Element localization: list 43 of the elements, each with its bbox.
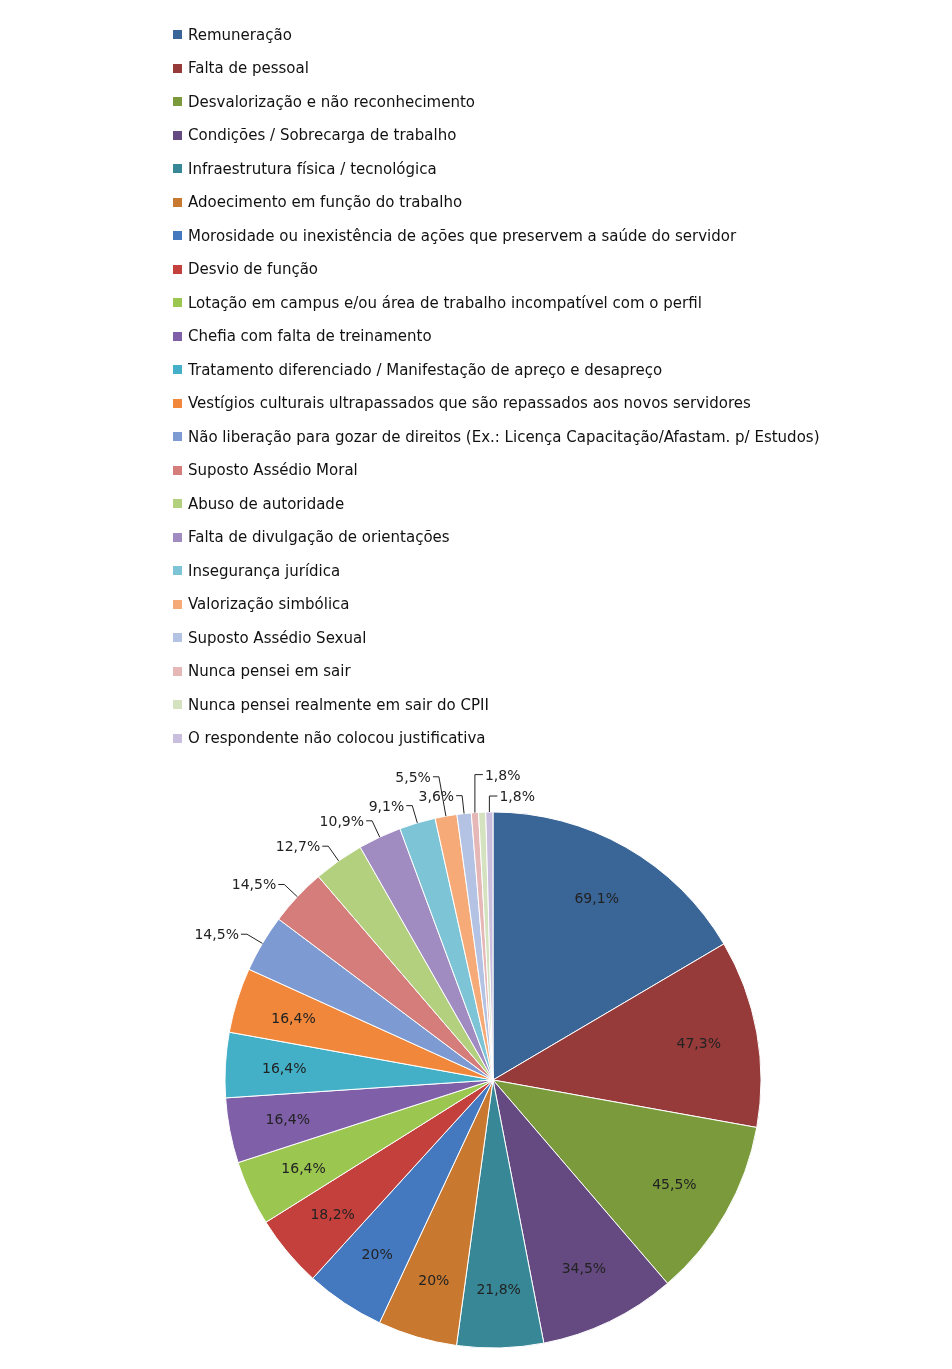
data-label: 16,4% [262,1060,307,1077]
data-label: 47,3% [676,1035,722,1052]
legend-label: Desvalorização e não reconhecimento [188,92,475,111]
legend-label: Não liberação para gozar de direitos (Ex.: Licença Capacitação/Afastam. p/ Estudos) [188,427,820,446]
legend-label: Infraestrutura física / tecnológica [188,159,437,178]
legend-label: Falta de divulgação de orientações [188,528,450,547]
legend-label: Suposto Assédio Sexual [188,628,367,647]
data-label: 21,8% [476,1280,521,1297]
legend-label: Adoecimento em função do trabalho [188,193,463,212]
legend-label: Vestígios culturais ultrapassados que são repassados aos novos servidores [188,394,751,413]
data-label: 16,4% [281,1160,326,1177]
legend-label: Insegurança jurídica [188,561,341,580]
legend-label: Nunca pensei em sair [188,662,351,681]
legend-label: Morosidade ou inexistência de ações que preservem a saúde do servidor [188,226,737,245]
data-label: 18,2% [310,1206,355,1223]
legend-label: Desvio de função [188,260,319,279]
data-label: 1,8% [484,766,521,783]
legend-label: O respondente não colocou justificativa [188,729,486,748]
legend-label: Chefia com falta de treinamento [188,327,432,346]
legend-label: Suposto Assédio Moral [188,461,358,480]
legend-label: Valorização simbólica [188,595,350,614]
legend-label: Remuneração [188,25,292,44]
legend-label: Abuso de autoridade [188,494,345,513]
data-label: 16,4% [265,1111,310,1128]
legend-label: Falta de pessoal [188,59,309,78]
data-label: 1,8% [499,788,535,805]
legend-label: Condições / Sobrecarga de trabalho [188,126,457,145]
data-label: 16,4% [271,1009,316,1026]
data-label: 20% [418,1272,450,1289]
data-label: 14,5% [231,876,277,893]
legend-label: Nunca pensei realmente em sair do CPII [188,695,489,714]
data-label: 14,5% [194,926,239,943]
data-label: 45,5% [652,1175,697,1192]
data-label: 34,5% [561,1260,607,1277]
data-label: 20% [361,1246,393,1262]
data-label: 3,6% [418,787,455,804]
data-label: 12,7% [275,838,321,855]
legend-label: Lotação em campus e/ou área de trabalho incompatível com o perfil [188,293,702,312]
legend-label: Tratamento diferenciado / Manifestação de apreço e desapreço [188,360,663,379]
data-label: 9,1% [368,797,405,814]
data-label: 5,5% [395,768,431,785]
data-label: 69,1% [574,890,619,907]
data-label: 10,9% [319,812,365,829]
